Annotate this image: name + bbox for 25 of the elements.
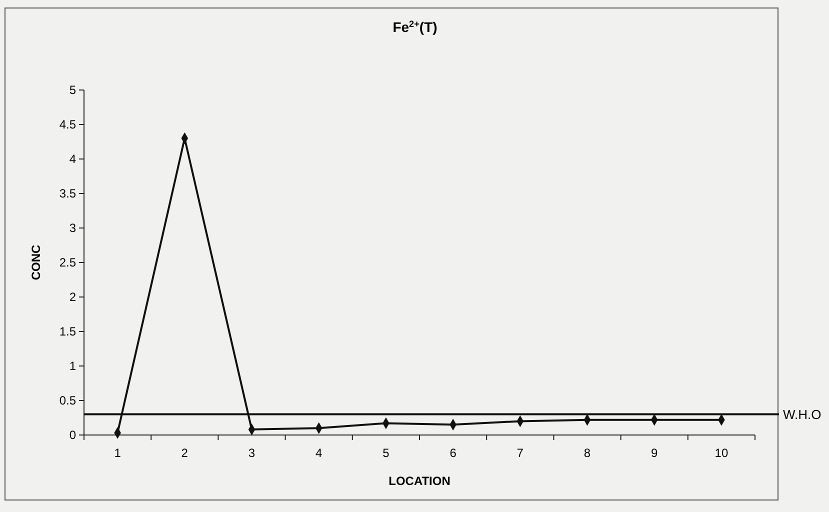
x-tick-label: 9 xyxy=(651,446,658,460)
x-tick-label: 4 xyxy=(316,446,323,460)
x-tick-label: 3 xyxy=(248,446,256,460)
y-axis-title: CONC xyxy=(29,244,43,280)
y-tick-label: 4.5 xyxy=(59,118,76,132)
y-tick-label: 3.5 xyxy=(59,186,76,201)
x-axis-title: LOCATION xyxy=(388,474,450,488)
y-tick-label: 3 xyxy=(69,221,76,236)
y-tick-label: 1 xyxy=(69,359,76,374)
x-tick-label: 1 xyxy=(114,446,122,460)
x-tick-label: 7 xyxy=(516,446,524,460)
x-tick-label: 5 xyxy=(382,446,390,460)
y-tick-label: 0.5 xyxy=(59,394,76,408)
y-tick-label: 2.5 xyxy=(59,256,76,270)
x-tick-label: 6 xyxy=(450,446,457,460)
x-tick-label: 2 xyxy=(181,446,188,460)
y-tick-label: 0 xyxy=(69,428,76,442)
y-tick-label: 4 xyxy=(69,152,76,166)
y-tick-label: 5 xyxy=(69,83,76,98)
ref-line-label: W.H.O xyxy=(783,406,822,422)
chart-title: Fe$^{2+}$(T) xyxy=(392,19,438,35)
y-tick-label: 2 xyxy=(69,290,76,304)
x-tick-label: 8 xyxy=(584,446,591,460)
y-tick-label: 1.5 xyxy=(59,324,76,339)
x-tick-label: 10 xyxy=(714,446,728,460)
